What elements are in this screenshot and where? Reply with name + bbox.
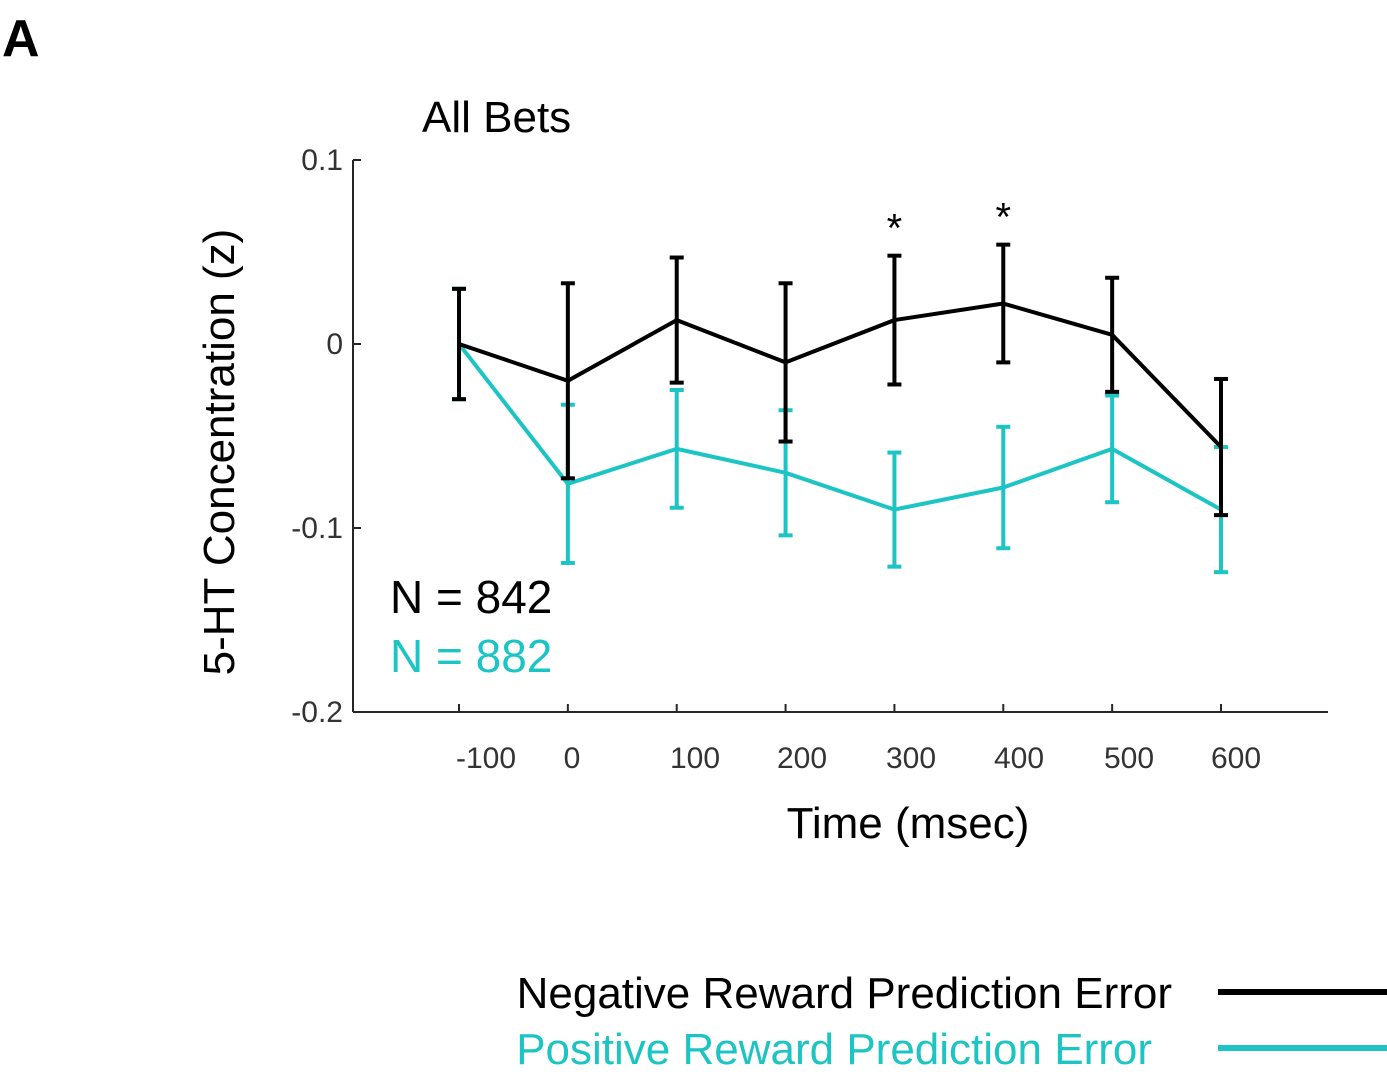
x-tick-label: 600 (1211, 742, 1261, 775)
x-tick-label: 0 (564, 742, 581, 775)
error-bar (1214, 376, 1228, 518)
y-tick-label: -0.1 (291, 512, 343, 545)
series-layer (452, 242, 1228, 575)
data-point (1001, 485, 1006, 490)
n-count-positive: N = 882 (390, 630, 552, 682)
data-point (892, 507, 897, 512)
panel-label: A (2, 10, 40, 68)
significance-star: * (995, 196, 1011, 240)
error-bar (778, 281, 793, 444)
data-point (783, 360, 788, 365)
y-tick-label: -0.2 (291, 696, 343, 729)
error-bar (887, 253, 902, 387)
error-bar (452, 286, 466, 402)
series-positive (452, 286, 1228, 575)
x-tick-label: 500 (1104, 742, 1154, 775)
x-tick-label: 400 (994, 742, 1044, 775)
data-point (892, 318, 897, 323)
x-tick-label: 200 (777, 742, 827, 775)
chart-title: All Bets (422, 93, 571, 142)
y-axis-label: 5-HT Concentration (z) (195, 229, 244, 676)
x-tick-label: 100 (670, 742, 720, 775)
significance-star: * (887, 207, 903, 251)
series-line-negative (458, 301, 1223, 449)
error-bar (669, 255, 684, 385)
error-bar (560, 281, 575, 481)
data-point (565, 378, 570, 383)
error-bar (996, 242, 1011, 365)
data-point (783, 470, 788, 475)
data-point (674, 318, 679, 323)
data-point (1110, 332, 1115, 337)
data-point (457, 342, 461, 346)
data-point (1219, 445, 1223, 450)
x-tick-label: 300 (886, 742, 936, 775)
axis-ticks: 0.1 0 -0.1 -0.2 -100 0 100 200 300 400 500 600 (291, 144, 1261, 775)
y-tick-label: 0.1 (301, 144, 343, 177)
data-point (1110, 446, 1115, 451)
error-bar (887, 450, 902, 569)
error-bar (1105, 393, 1120, 505)
data-point (565, 481, 570, 486)
x-axis-label: Time (msec) (787, 799, 1030, 848)
data-point (674, 446, 679, 451)
significance-markers: * * (887, 196, 1011, 251)
series-negative (452, 242, 1228, 518)
legend-label-negative: Negative Reward Prediction Error (517, 969, 1172, 1018)
x-tick-label: -100 (456, 742, 516, 775)
axes (352, 160, 1328, 713)
error-bar (1105, 275, 1120, 394)
series-line-positive (457, 342, 1222, 512)
legend-label-positive: Positive Reward Prediction Error (516, 1025, 1152, 1074)
error-bar (669, 388, 684, 510)
error-bar (996, 424, 1011, 551)
y-tick-label: 0 (326, 328, 343, 361)
data-point (1001, 301, 1006, 306)
n-count-negative: N = 842 (390, 571, 552, 623)
legend: Negative Reward Prediction Error Positiv… (516, 969, 1387, 1074)
